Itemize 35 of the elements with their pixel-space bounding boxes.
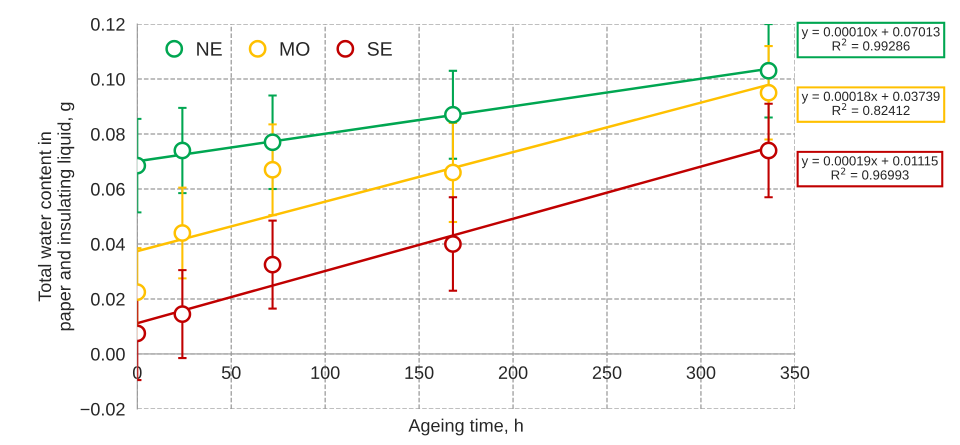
legend-label: SE bbox=[368, 42, 392, 56]
point bbox=[760, 62, 778, 80]
text: y = 0.00019x + 0.01115 R$^{2}$ = 0.96993 bbox=[802, 156, 938, 180]
y-tick-label: 0.10 bbox=[91, 72, 125, 86]
point bbox=[173, 142, 192, 160]
point bbox=[264, 160, 282, 179]
x-tick-label: 200 bbox=[498, 366, 528, 380]
y-tick-label: 0.04 bbox=[91, 238, 125, 251]
text: y = 0.00018x + 0.03739 R$^{2}$ = 0.82412 bbox=[802, 92, 940, 116]
x-tick-label: 300 bbox=[686, 366, 716, 380]
x-axis-title: Ageing time, h bbox=[408, 418, 523, 436]
y-tick-label: 0.00 bbox=[91, 348, 125, 361]
point bbox=[444, 235, 462, 253]
legend-label: NE bbox=[197, 42, 222, 56]
x-tick-label: 50 bbox=[222, 366, 241, 380]
y-axis-title: Total water content in paper and insulating liquid, g bbox=[38, 102, 74, 330]
y-tick-label: 0.06 bbox=[91, 182, 125, 196]
x-tick-label: 100 bbox=[311, 366, 340, 380]
point bbox=[264, 256, 282, 274]
point bbox=[760, 84, 778, 102]
point bbox=[444, 164, 462, 182]
point bbox=[173, 224, 192, 242]
point bbox=[444, 106, 462, 124]
x-tick-label: 350 bbox=[780, 366, 810, 380]
x-tick-label: 150 bbox=[405, 366, 434, 380]
y-tick-label: 0.08 bbox=[91, 128, 125, 141]
y-tick-label: −0.02 bbox=[80, 402, 125, 416]
text: y = 0.00010x + 0.07013 R$^{2}$ = 0.99286 bbox=[802, 27, 940, 51]
legend-label: MO bbox=[280, 42, 310, 56]
point bbox=[264, 133, 282, 152]
point bbox=[173, 305, 192, 323]
point bbox=[760, 142, 778, 160]
y-tick-label: 0.02 bbox=[91, 292, 125, 306]
x-tick-label: 250 bbox=[592, 366, 622, 380]
y-tick-label: 0.12 bbox=[91, 18, 125, 31]
